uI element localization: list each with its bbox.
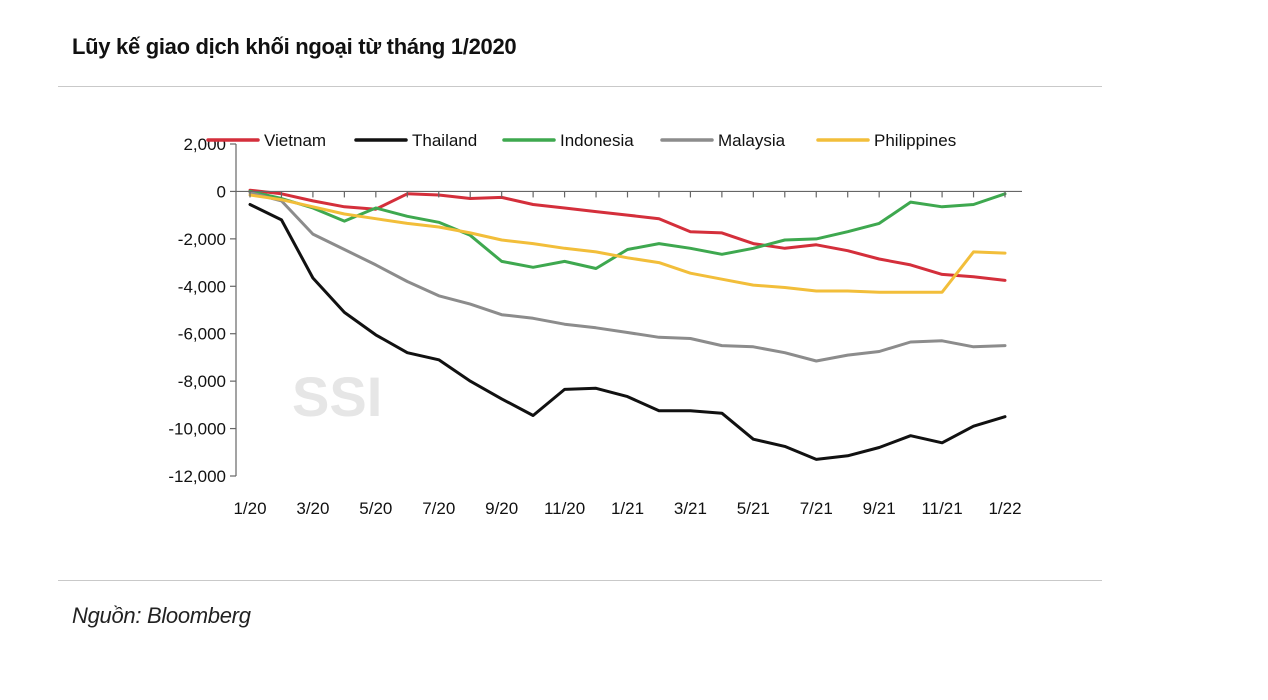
top-divider [58,86,1102,87]
series-line-philippines [248,193,1007,294]
x-tick-label: 1/20 [233,499,266,518]
x-tick-label: 1/22 [988,499,1021,518]
y-tick-label: -8,000 [178,372,226,391]
x-tick-label: 11/21 [921,499,962,518]
watermark: SSI [292,365,382,428]
bottom-divider [58,580,1102,581]
legend-label-philippines: Philippines [874,131,956,150]
legend-label-vietnam: Vietnam [264,131,326,150]
chart-title: Lũy kế giao dịch khối ngoại từ tháng 1/2… [72,34,517,59]
y-tick-label: -12,000 [168,467,226,486]
y-tick-label: 0 [217,182,226,201]
x-tick-label: 9/20 [485,499,518,518]
y-tick-label: -4,000 [178,277,226,296]
x-tick-label: 3/21 [674,499,707,518]
x-tick-label: 11/20 [544,499,585,518]
x-tick-label: 1/21 [611,499,644,518]
y-tick-label: -2,000 [178,230,226,249]
series-layer [248,188,1007,461]
series-line-vietnam [248,188,1007,282]
legend-label-malaysia: Malaysia [718,131,786,150]
series-line-malaysia [248,191,1007,363]
legend-label-thailand: Thailand [412,131,477,150]
legend: Vietnam Thailand Indonesia Malaysia Philippi… [206,131,956,150]
source-note: Nguồn: Bloomberg [72,603,251,628]
x-tick-label: 9/21 [863,499,896,518]
legend-label-indonesia: Indonesia [560,131,634,150]
x-tick-label: 3/20 [296,499,329,518]
x-tick-label: 5/20 [359,499,392,518]
x-tick-label: 5/21 [737,499,770,518]
y-tick-label: -10,000 [168,420,226,439]
y-tick-label: -6,000 [178,325,226,344]
x-tick-label: 7/21 [800,499,833,518]
y-tick-label: 2,000 [183,135,226,154]
series-line-thailand [248,203,1007,461]
series-line-indonesia [248,189,1007,270]
x-tick-label: 7/20 [422,499,455,518]
